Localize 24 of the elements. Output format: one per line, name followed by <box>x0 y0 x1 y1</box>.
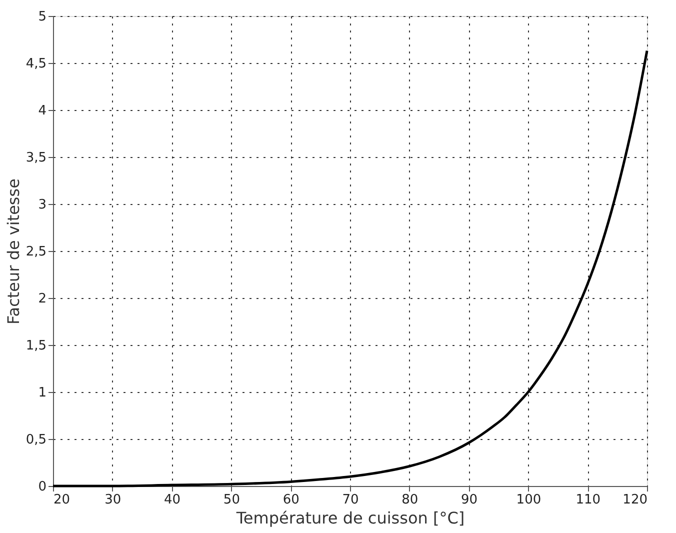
y-tick-label: 5 <box>38 10 46 24</box>
x-tick-label: 50 <box>223 492 240 508</box>
y-tick-label: 3,5 <box>26 150 46 166</box>
x-tick-label: 30 <box>104 492 122 508</box>
x-tick-label: 60 <box>282 492 300 508</box>
y-tick-label: 0,5 <box>26 432 46 448</box>
x-tick-label: 90 <box>461 492 478 508</box>
x-tick-label: 120 <box>622 492 648 508</box>
y-tick-label: 4,5 <box>26 56 46 72</box>
y-tick-label: 4 <box>38 104 46 118</box>
y-tick-label: 3 <box>38 198 46 212</box>
y-tick-label: 2,5 <box>26 244 46 260</box>
y-tick-label: 1 <box>38 386 46 400</box>
x-tick-label: 70 <box>342 492 359 508</box>
y-tick-label: 2 <box>38 292 46 306</box>
x-tick-label: 20 <box>54 492 70 508</box>
y-axis-title: Facteur de vitesse <box>4 178 23 324</box>
x-tick-label: 100 <box>516 492 542 508</box>
y-tick-label: 1,5 <box>26 338 46 354</box>
x-tick-label: 80 <box>402 492 418 508</box>
y-tick-label: 0 <box>38 480 46 494</box>
x-axis-title: Température de cuisson [°C] <box>235 508 465 528</box>
x-tick-label: 110 <box>576 492 601 508</box>
x-tick-label: 40 <box>164 492 181 508</box>
